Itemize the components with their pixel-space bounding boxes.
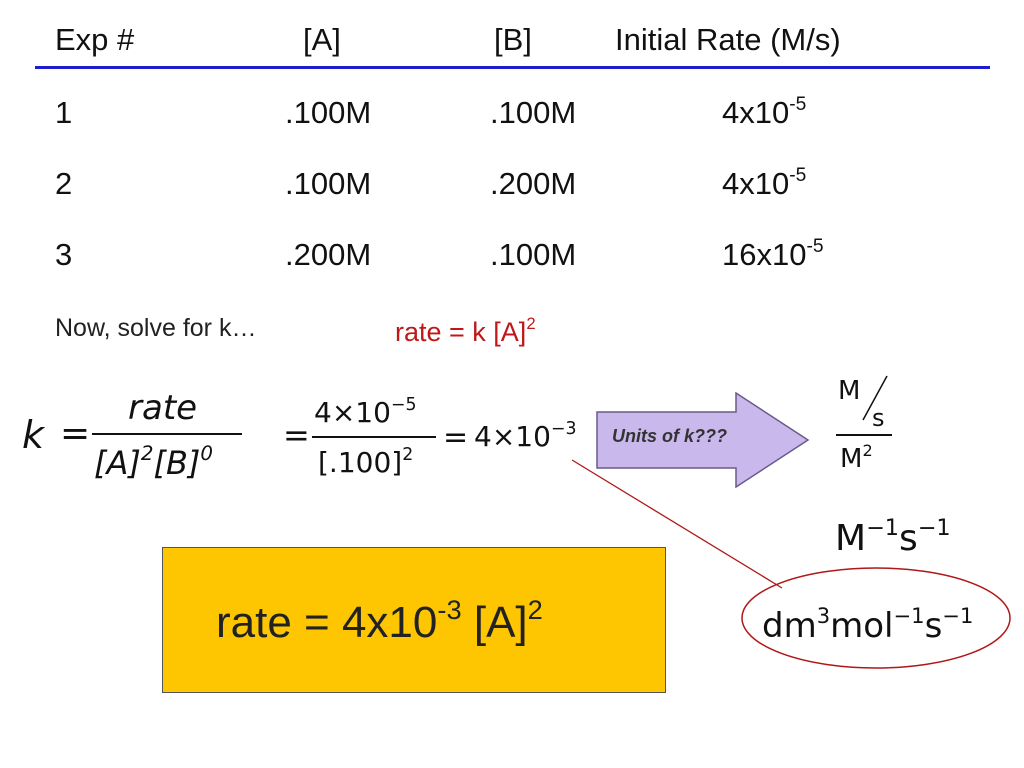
header-divider	[35, 66, 990, 69]
units-top-s: s	[872, 404, 885, 432]
row3-a: .200M	[285, 237, 372, 272]
units-dm-mol-s: dm3mol−1s−1	[762, 602, 974, 646]
equals-sign-2: =	[283, 416, 310, 454]
row2-b: .200M	[490, 166, 577, 201]
header-initial-rate: Initial Rate (M/s)	[615, 22, 841, 57]
units-bottom-m2: M2	[840, 440, 873, 474]
fraction-bar-1	[92, 433, 242, 435]
fraction-bar-2	[312, 436, 436, 438]
header-a: [A]	[303, 22, 341, 57]
row2-rate: 4x10-5	[722, 164, 807, 201]
numerator-4x10-5: 4×10−5	[314, 394, 417, 429]
denominator-100: [.100]2	[318, 444, 414, 479]
units-m-s: M−1s−1	[835, 514, 951, 559]
units-question-label: Units of k???	[612, 426, 727, 446]
rate-law: rate = k [A]2	[395, 314, 536, 347]
row2-a: .100M	[285, 166, 372, 201]
row3-b: .100M	[490, 237, 577, 272]
header-b: [B]	[494, 22, 532, 57]
row3-rate: 16x10-5	[722, 235, 824, 272]
units-fraction-bar	[836, 434, 892, 436]
units-top-m: M	[838, 376, 861, 406]
equals-sign-1: =	[60, 413, 91, 454]
header-exp: Exp #	[55, 22, 135, 57]
row3-exp: 3	[55, 237, 73, 272]
row1-rate: 4x10-5	[722, 93, 807, 130]
equals-sign-3: =	[443, 420, 469, 455]
k-symbol: k	[22, 413, 45, 457]
row1-a: .100M	[285, 95, 372, 130]
row2-exp: 2	[55, 166, 73, 201]
numerator-rate: rate	[128, 388, 198, 428]
solve-note: Now, solve for k…	[55, 314, 257, 342]
final-rate-law: rate = 4x10-3 [A]2	[216, 593, 543, 647]
final-rate-box	[162, 547, 666, 693]
row1-b: .100M	[490, 95, 577, 130]
k-result: 4×10−3	[474, 418, 577, 453]
row1-exp: 1	[55, 95, 73, 130]
slash-icon	[862, 375, 888, 421]
denominator-ab: [A]2[B]0	[94, 442, 214, 482]
